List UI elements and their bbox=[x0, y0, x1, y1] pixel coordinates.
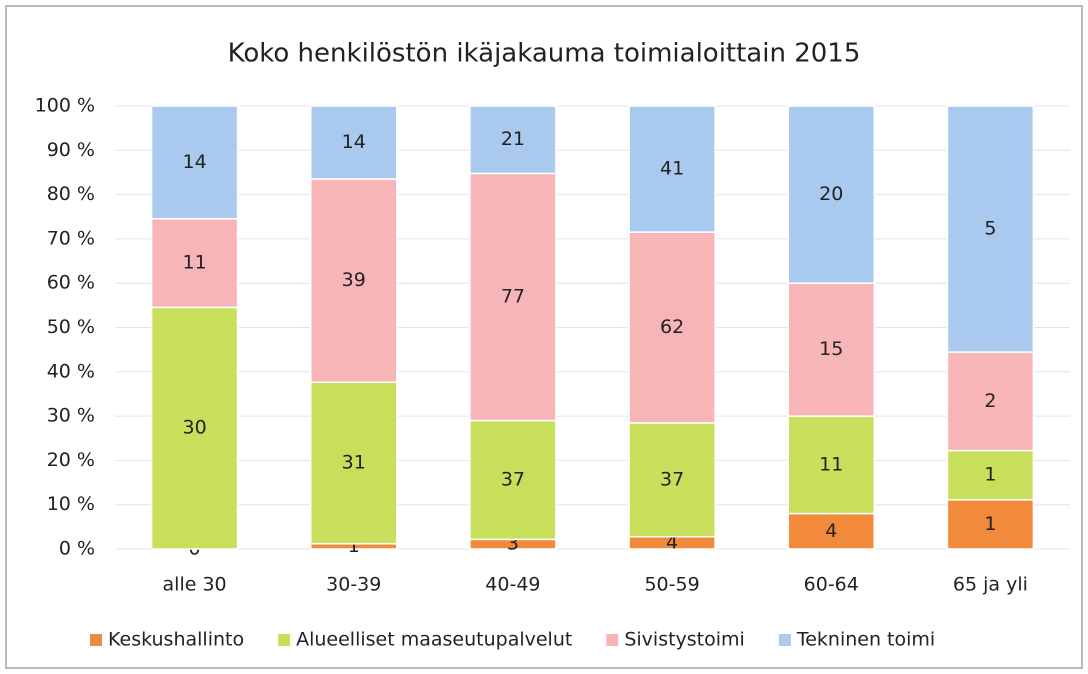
bar-segment bbox=[787, 282, 875, 417]
y-tick-label: 20 % bbox=[47, 449, 95, 471]
legend-label: Tekninen toimi bbox=[796, 629, 935, 651]
data-label: 41 bbox=[660, 158, 684, 180]
bar-segment bbox=[628, 105, 716, 233]
bar-segment bbox=[310, 381, 398, 545]
data-label: 2 bbox=[984, 390, 996, 412]
data-label: 1 bbox=[984, 464, 996, 486]
legend-swatch bbox=[778, 634, 791, 646]
data-label: 14 bbox=[182, 151, 206, 173]
data-label: 20 bbox=[819, 183, 843, 205]
bar-segment bbox=[150, 306, 239, 550]
y-tick-label: 10 % bbox=[47, 493, 95, 515]
legend-label: Sivistystoimi bbox=[624, 629, 745, 651]
legend-swatch bbox=[278, 634, 291, 646]
x-tick-label: 65 ja yli bbox=[953, 574, 1028, 596]
bar-segment bbox=[150, 218, 239, 309]
y-tick-label: 40 % bbox=[47, 360, 95, 382]
data-label: 5 bbox=[984, 218, 996, 240]
data-label: 37 bbox=[660, 468, 684, 490]
data-label: 31 bbox=[342, 452, 366, 474]
data-label: 4 bbox=[825, 520, 837, 542]
bar-segment bbox=[469, 419, 557, 541]
data-label: 21 bbox=[501, 128, 525, 150]
bar-segment bbox=[469, 172, 557, 422]
data-label: 62 bbox=[660, 316, 684, 338]
data-label: 1 bbox=[984, 513, 996, 535]
bar-segment bbox=[628, 231, 716, 424]
legend-swatch bbox=[606, 634, 619, 646]
bar-segment bbox=[946, 105, 1035, 353]
x-tick-label: 50-59 bbox=[644, 574, 699, 596]
legend-label: Keskushallinto bbox=[108, 629, 244, 651]
bar-segment bbox=[787, 415, 875, 515]
bar-segment bbox=[787, 105, 875, 284]
x-tick-label: 40-49 bbox=[485, 574, 540, 596]
bar-segment bbox=[150, 105, 239, 220]
data-label: 77 bbox=[501, 286, 525, 308]
y-tick-label: 50 % bbox=[47, 316, 95, 338]
y-tick-label: 80 % bbox=[47, 183, 95, 205]
chart-title: Koko henkilöstön ikäjakauma toimialoitta… bbox=[228, 39, 861, 69]
bar-segment bbox=[946, 449, 1035, 501]
bar-segment bbox=[310, 178, 398, 383]
data-label: 11 bbox=[819, 453, 843, 475]
data-label: 14 bbox=[342, 131, 366, 153]
data-label: 11 bbox=[182, 252, 206, 274]
data-label: 37 bbox=[501, 468, 525, 490]
x-tick-label: 30-39 bbox=[326, 574, 381, 596]
bar-segment bbox=[946, 351, 1035, 452]
y-tick-label: 30 % bbox=[47, 405, 95, 427]
y-tick-label: 0 % bbox=[59, 538, 95, 560]
x-tick-label: 60-64 bbox=[804, 574, 859, 596]
bar-segment bbox=[310, 105, 398, 180]
y-tick-label: 70 % bbox=[47, 227, 95, 249]
legend-label: Alueelliset maaseutupalvelut bbox=[296, 629, 572, 651]
y-tick-label: 90 % bbox=[47, 139, 95, 161]
x-tick-label: alle 30 bbox=[163, 574, 227, 596]
bar-segment bbox=[469, 105, 557, 175]
legend-swatch bbox=[90, 634, 102, 646]
data-label: 30 bbox=[182, 417, 206, 439]
y-tick-label: 60 % bbox=[47, 272, 95, 294]
y-tick-label: 100 % bbox=[35, 95, 95, 117]
data-label: 15 bbox=[819, 338, 843, 360]
data-label: 39 bbox=[342, 269, 366, 291]
